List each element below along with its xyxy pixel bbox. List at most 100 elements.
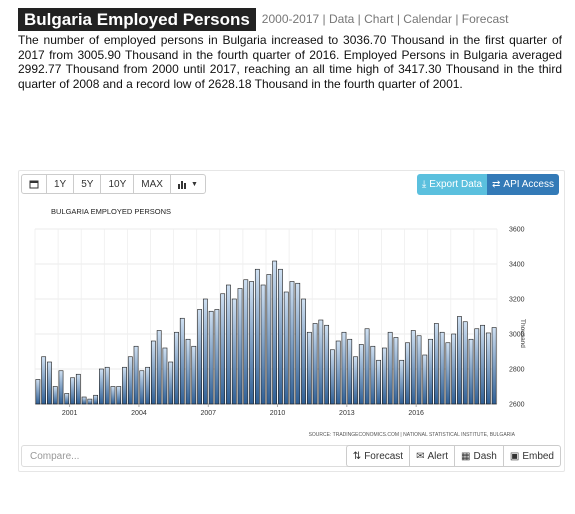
bar[interactable]	[405, 342, 410, 405]
subnav-chart[interactable]: Chart	[364, 12, 394, 26]
embed-button[interactable]: ▣ Embed	[502, 445, 561, 467]
bar[interactable]	[451, 333, 457, 405]
bar[interactable]	[439, 331, 445, 405]
subnav-forecast[interactable]: Forecast	[461, 12, 509, 26]
range-5y-button[interactable]: 5Y	[73, 174, 102, 194]
bar[interactable]	[416, 335, 422, 405]
bar[interactable]	[151, 340, 156, 405]
bar[interactable]	[93, 394, 99, 405]
bar[interactable]	[139, 370, 145, 405]
y-tick-label: 3400	[509, 262, 525, 269]
bar[interactable]	[81, 396, 87, 405]
bar[interactable]	[358, 344, 364, 405]
bar[interactable]	[179, 317, 185, 405]
export-data-button[interactable]: ⤓ Export Data	[417, 174, 487, 195]
bar[interactable]	[312, 323, 318, 405]
bar[interactable]	[468, 338, 474, 405]
bar[interactable]	[382, 347, 387, 405]
bar[interactable]	[168, 361, 174, 405]
bar[interactable]	[387, 331, 393, 405]
bar[interactable]	[127, 356, 133, 405]
range-max-button[interactable]: MAX	[133, 174, 171, 194]
subnav-data[interactable]: Data	[328, 12, 355, 26]
range-1y-button[interactable]: 1Y	[46, 174, 75, 194]
bar[interactable]	[174, 331, 179, 405]
bar[interactable]	[145, 366, 150, 405]
compare-input[interactable]: Compare...	[21, 445, 351, 467]
bar[interactable]	[214, 309, 220, 405]
forecast-button[interactable]: ⇅ Forecast	[345, 445, 411, 467]
bar[interactable]	[266, 274, 272, 405]
api-access-button[interactable]: ⇄ API Access	[487, 174, 559, 195]
bar[interactable]	[122, 366, 127, 405]
subnav-period[interactable]: 2000-2017	[261, 12, 320, 26]
bar[interactable]	[260, 284, 266, 405]
bar[interactable]	[162, 347, 168, 405]
bar[interactable]	[457, 316, 462, 405]
bar[interactable]	[220, 293, 226, 405]
bar[interactable]	[410, 330, 416, 405]
bar[interactable]	[462, 321, 468, 405]
bar[interactable]	[341, 331, 347, 405]
bar[interactable]	[433, 323, 439, 405]
bar[interactable]	[191, 345, 197, 405]
bar[interactable]	[428, 338, 433, 405]
bar[interactable]	[278, 268, 283, 405]
bar[interactable]	[156, 330, 162, 405]
bar[interactable]	[87, 398, 93, 405]
bar[interactable]	[393, 337, 399, 405]
bar[interactable]	[249, 281, 254, 405]
bar[interactable]	[306, 331, 312, 405]
bar[interactable]	[283, 291, 289, 405]
bar[interactable]	[335, 340, 341, 405]
subnav-separator: |	[319, 12, 329, 26]
bar[interactable]	[237, 288, 243, 405]
bar[interactable]	[289, 281, 295, 405]
bar[interactable]	[231, 298, 237, 405]
bar[interactable]	[445, 342, 451, 405]
bar[interactable]	[254, 268, 260, 405]
bar[interactable]	[370, 345, 376, 405]
bar[interactable]	[208, 310, 214, 405]
bar[interactable]	[116, 386, 122, 405]
bar[interactable]	[35, 379, 41, 405]
alert-button[interactable]: ✉ Alert	[409, 445, 456, 467]
chart-type-button[interactable]: ▼	[169, 174, 206, 194]
bar[interactable]	[47, 361, 52, 405]
bar[interactable]	[197, 309, 202, 405]
bar[interactable]	[301, 298, 306, 405]
calendar-button[interactable]	[21, 174, 47, 194]
dash-button[interactable]: ▦ Dash	[454, 445, 504, 467]
subnav-calendar[interactable]: Calendar	[403, 12, 452, 26]
bar[interactable]	[324, 324, 330, 405]
bar[interactable]	[58, 370, 64, 405]
bar[interactable]	[133, 345, 139, 405]
bar[interactable]	[202, 298, 208, 405]
bar[interactable]	[52, 386, 58, 405]
bar[interactable]	[364, 328, 370, 405]
bar[interactable]	[485, 332, 491, 405]
bar[interactable]	[347, 338, 353, 405]
bar[interactable]	[399, 359, 405, 405]
bar[interactable]	[491, 327, 497, 405]
bar[interactable]	[422, 354, 428, 405]
bar[interactable]	[226, 284, 231, 405]
bar[interactable]	[330, 349, 335, 405]
bar[interactable]	[243, 279, 249, 405]
bar[interactable]	[64, 393, 70, 405]
bar[interactable]	[480, 324, 485, 405]
range-10y-button[interactable]: 10Y	[100, 174, 135, 194]
bar[interactable]	[70, 377, 75, 405]
bar[interactable]	[104, 366, 110, 405]
bar[interactable]	[353, 356, 358, 405]
bar[interactable]	[185, 338, 191, 405]
bar[interactable]	[272, 260, 278, 405]
bar[interactable]	[474, 328, 480, 405]
bar[interactable]	[376, 359, 381, 405]
bar[interactable]	[99, 368, 104, 405]
bar[interactable]	[41, 356, 47, 405]
bar[interactable]	[318, 319, 324, 405]
bar[interactable]	[75, 373, 81, 405]
bar[interactable]	[295, 282, 301, 405]
bar[interactable]	[110, 386, 116, 405]
